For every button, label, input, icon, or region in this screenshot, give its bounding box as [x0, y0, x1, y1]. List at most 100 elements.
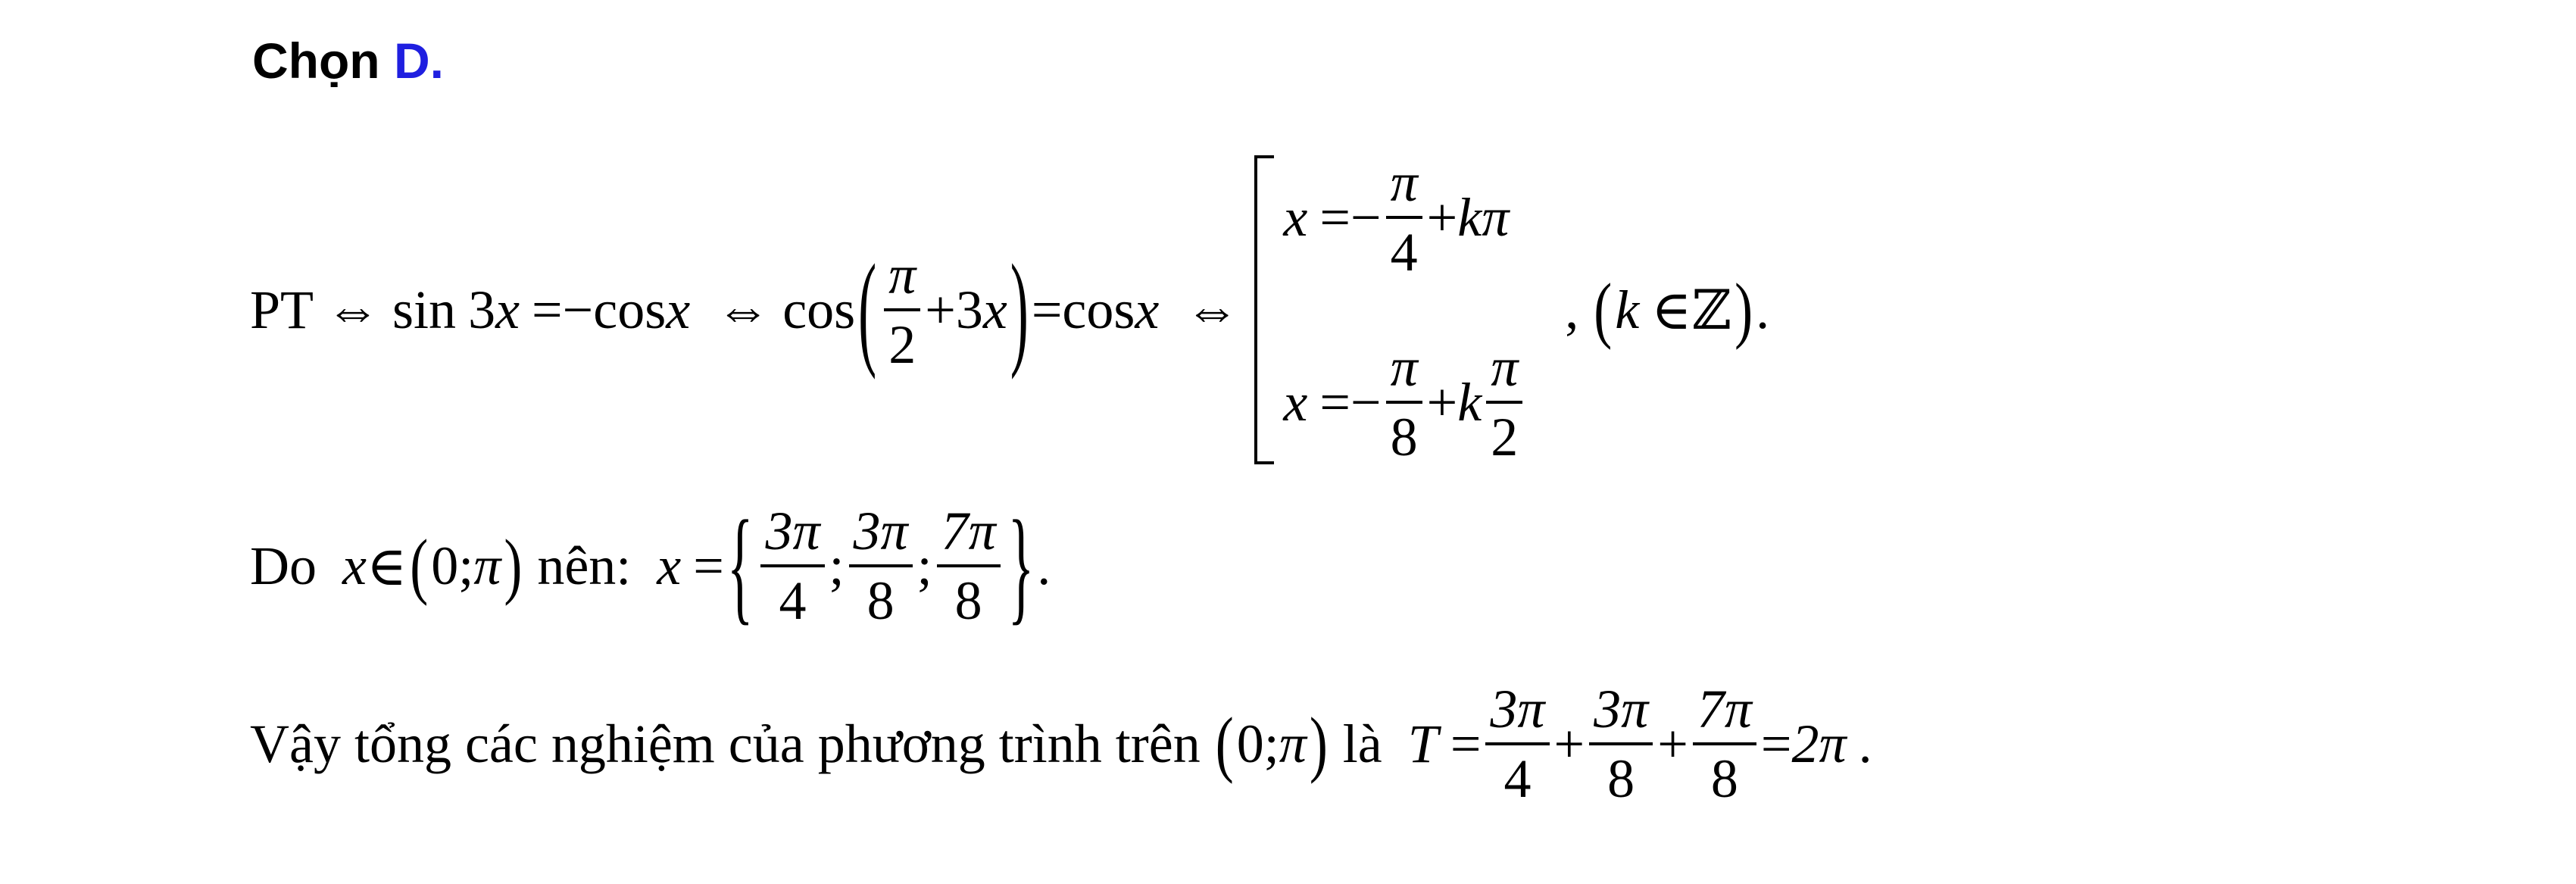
- right-paren: ): [1010, 237, 1029, 380]
- equation-line-2: Do x ∈ ( 0 ; π ) nên: x = { 3π 4 ; 3π 8 …: [250, 494, 1051, 636]
- fraction-bar: [760, 564, 825, 567]
- equals: =: [532, 279, 563, 340]
- denominator: 2: [888, 314, 916, 375]
- numerator: 3π: [1490, 679, 1545, 739]
- equals: =: [693, 535, 724, 596]
- minus: −: [562, 279, 594, 340]
- system-case-2: x = − π 8 + k π 2: [1283, 340, 1527, 464]
- semicolon: ;: [916, 535, 932, 596]
- denominator: 8: [954, 570, 982, 631]
- equation-line-3: Vậy tổng các nghiệm của phương trình trê…: [250, 682, 1872, 806]
- do-word: Do: [250, 535, 317, 596]
- right-brace: }: [1007, 493, 1035, 636]
- right-paren: ): [504, 524, 523, 607]
- denominator: 4: [779, 570, 807, 631]
- fraction-7pi-over-8: 7π 8: [1692, 679, 1756, 809]
- denominator: 2: [1491, 407, 1519, 467]
- left-paren: (: [1594, 268, 1613, 351]
- equals: =: [1450, 713, 1482, 774]
- coef-three: 3: [955, 279, 983, 340]
- period: .: [1037, 535, 1051, 596]
- var-x: x: [342, 535, 367, 596]
- fraction-bar: [1486, 401, 1523, 404]
- equals: =: [1760, 713, 1792, 774]
- nen-word: nên:: [537, 535, 632, 596]
- pi: π: [473, 535, 501, 596]
- fraction-3pi-over-4: 3π 4: [1485, 679, 1550, 809]
- conclusion-text: Vậy tổng các nghiệm của phương trình trê…: [250, 713, 1201, 774]
- iff-symbol: ⇔: [326, 279, 381, 340]
- fraction-7pi-over-8: 7π 8: [936, 504, 1001, 631]
- cos-func: cos: [1062, 279, 1135, 340]
- fraction-bar: [884, 308, 921, 311]
- var-k: k: [1457, 186, 1482, 248]
- sin-func: sin: [392, 279, 457, 340]
- element-of: ∈: [366, 536, 407, 597]
- numerator: 3π: [765, 501, 820, 561]
- left-paren: (: [410, 524, 429, 607]
- var-x: x: [982, 279, 1007, 340]
- fraction-pi-over-4: π 4: [1385, 152, 1422, 283]
- fraction-bar: [936, 564, 1001, 567]
- var-k: k: [1457, 371, 1482, 433]
- comma: ,: [1565, 279, 1579, 340]
- denominator: 4: [1503, 748, 1532, 809]
- fraction-pi-over-8: π 8: [1385, 337, 1422, 467]
- cos-func: cos: [593, 279, 667, 340]
- semicolon: ;: [829, 535, 845, 596]
- var-k: k: [1615, 279, 1640, 340]
- numerator: π: [1390, 152, 1418, 213]
- period: .: [1858, 713, 1872, 774]
- system-case-1: x = − π 4 + k π: [1283, 155, 1527, 280]
- pi: π: [1279, 713, 1307, 774]
- equals: =: [1319, 186, 1350, 248]
- minus: −: [1350, 371, 1382, 433]
- numerator: π: [888, 245, 916, 305]
- fraction-pi-over-2: π 2: [1486, 337, 1523, 467]
- fraction-bar: [1385, 216, 1422, 219]
- fraction-3pi-over-4: 3π 4: [760, 501, 825, 631]
- right-paren: ): [1309, 702, 1328, 785]
- left-brace: {: [726, 493, 754, 636]
- minus: −: [1350, 186, 1382, 248]
- fraction-bar: [1485, 742, 1550, 745]
- var-x: x: [1283, 186, 1308, 248]
- denominator: 4: [1390, 222, 1418, 283]
- denominator: 8: [866, 570, 895, 631]
- plus: +: [1553, 713, 1585, 774]
- plus: +: [1426, 371, 1458, 433]
- la-word: là: [1342, 713, 1382, 774]
- equation-line-1: PT ⇔ sin 3 x = − cos x ⇔ cos ( π 2 + 3 x…: [250, 155, 1769, 464]
- solution-system: x = − π 4 + k π x = − π 8 + k: [1254, 155, 1527, 464]
- left-paren: (: [858, 237, 877, 380]
- numerator: 3π: [1594, 679, 1649, 739]
- coef-three: 3: [468, 279, 496, 340]
- pt-label: PT: [250, 279, 314, 340]
- fraction-3pi-over-8: 3π 8: [1589, 682, 1653, 806]
- pi: π: [1482, 186, 1510, 248]
- integers-set: ℤ: [1691, 280, 1732, 341]
- plus: +: [925, 279, 956, 340]
- numerator: π: [1491, 337, 1519, 398]
- semicolon: ;: [458, 535, 474, 596]
- zero: 0: [431, 535, 459, 596]
- var-x: x: [666, 279, 691, 340]
- answer-heading: Chọn D.: [252, 32, 444, 89]
- heading-answer: D.: [393, 33, 444, 89]
- right-paren: ): [1735, 268, 1753, 351]
- heading-prefix: Chọn: [252, 33, 380, 89]
- var-T: T: [1407, 713, 1438, 774]
- plus: +: [1657, 713, 1688, 774]
- numerator: 7π: [1697, 679, 1752, 739]
- equals: =: [1031, 279, 1063, 340]
- fraction-bar: [1385, 401, 1422, 404]
- denominator: 8: [1607, 748, 1635, 809]
- fraction-3pi-over-8: 3π 8: [848, 504, 913, 631]
- denominator: 8: [1390, 407, 1418, 467]
- element-of: ∈: [1651, 280, 1692, 341]
- fraction-bar: [1692, 742, 1756, 745]
- period: .: [1756, 279, 1770, 340]
- numerator: π: [1390, 337, 1418, 398]
- denominator: 8: [1710, 748, 1738, 809]
- iff-symbol: ⇔: [716, 279, 771, 340]
